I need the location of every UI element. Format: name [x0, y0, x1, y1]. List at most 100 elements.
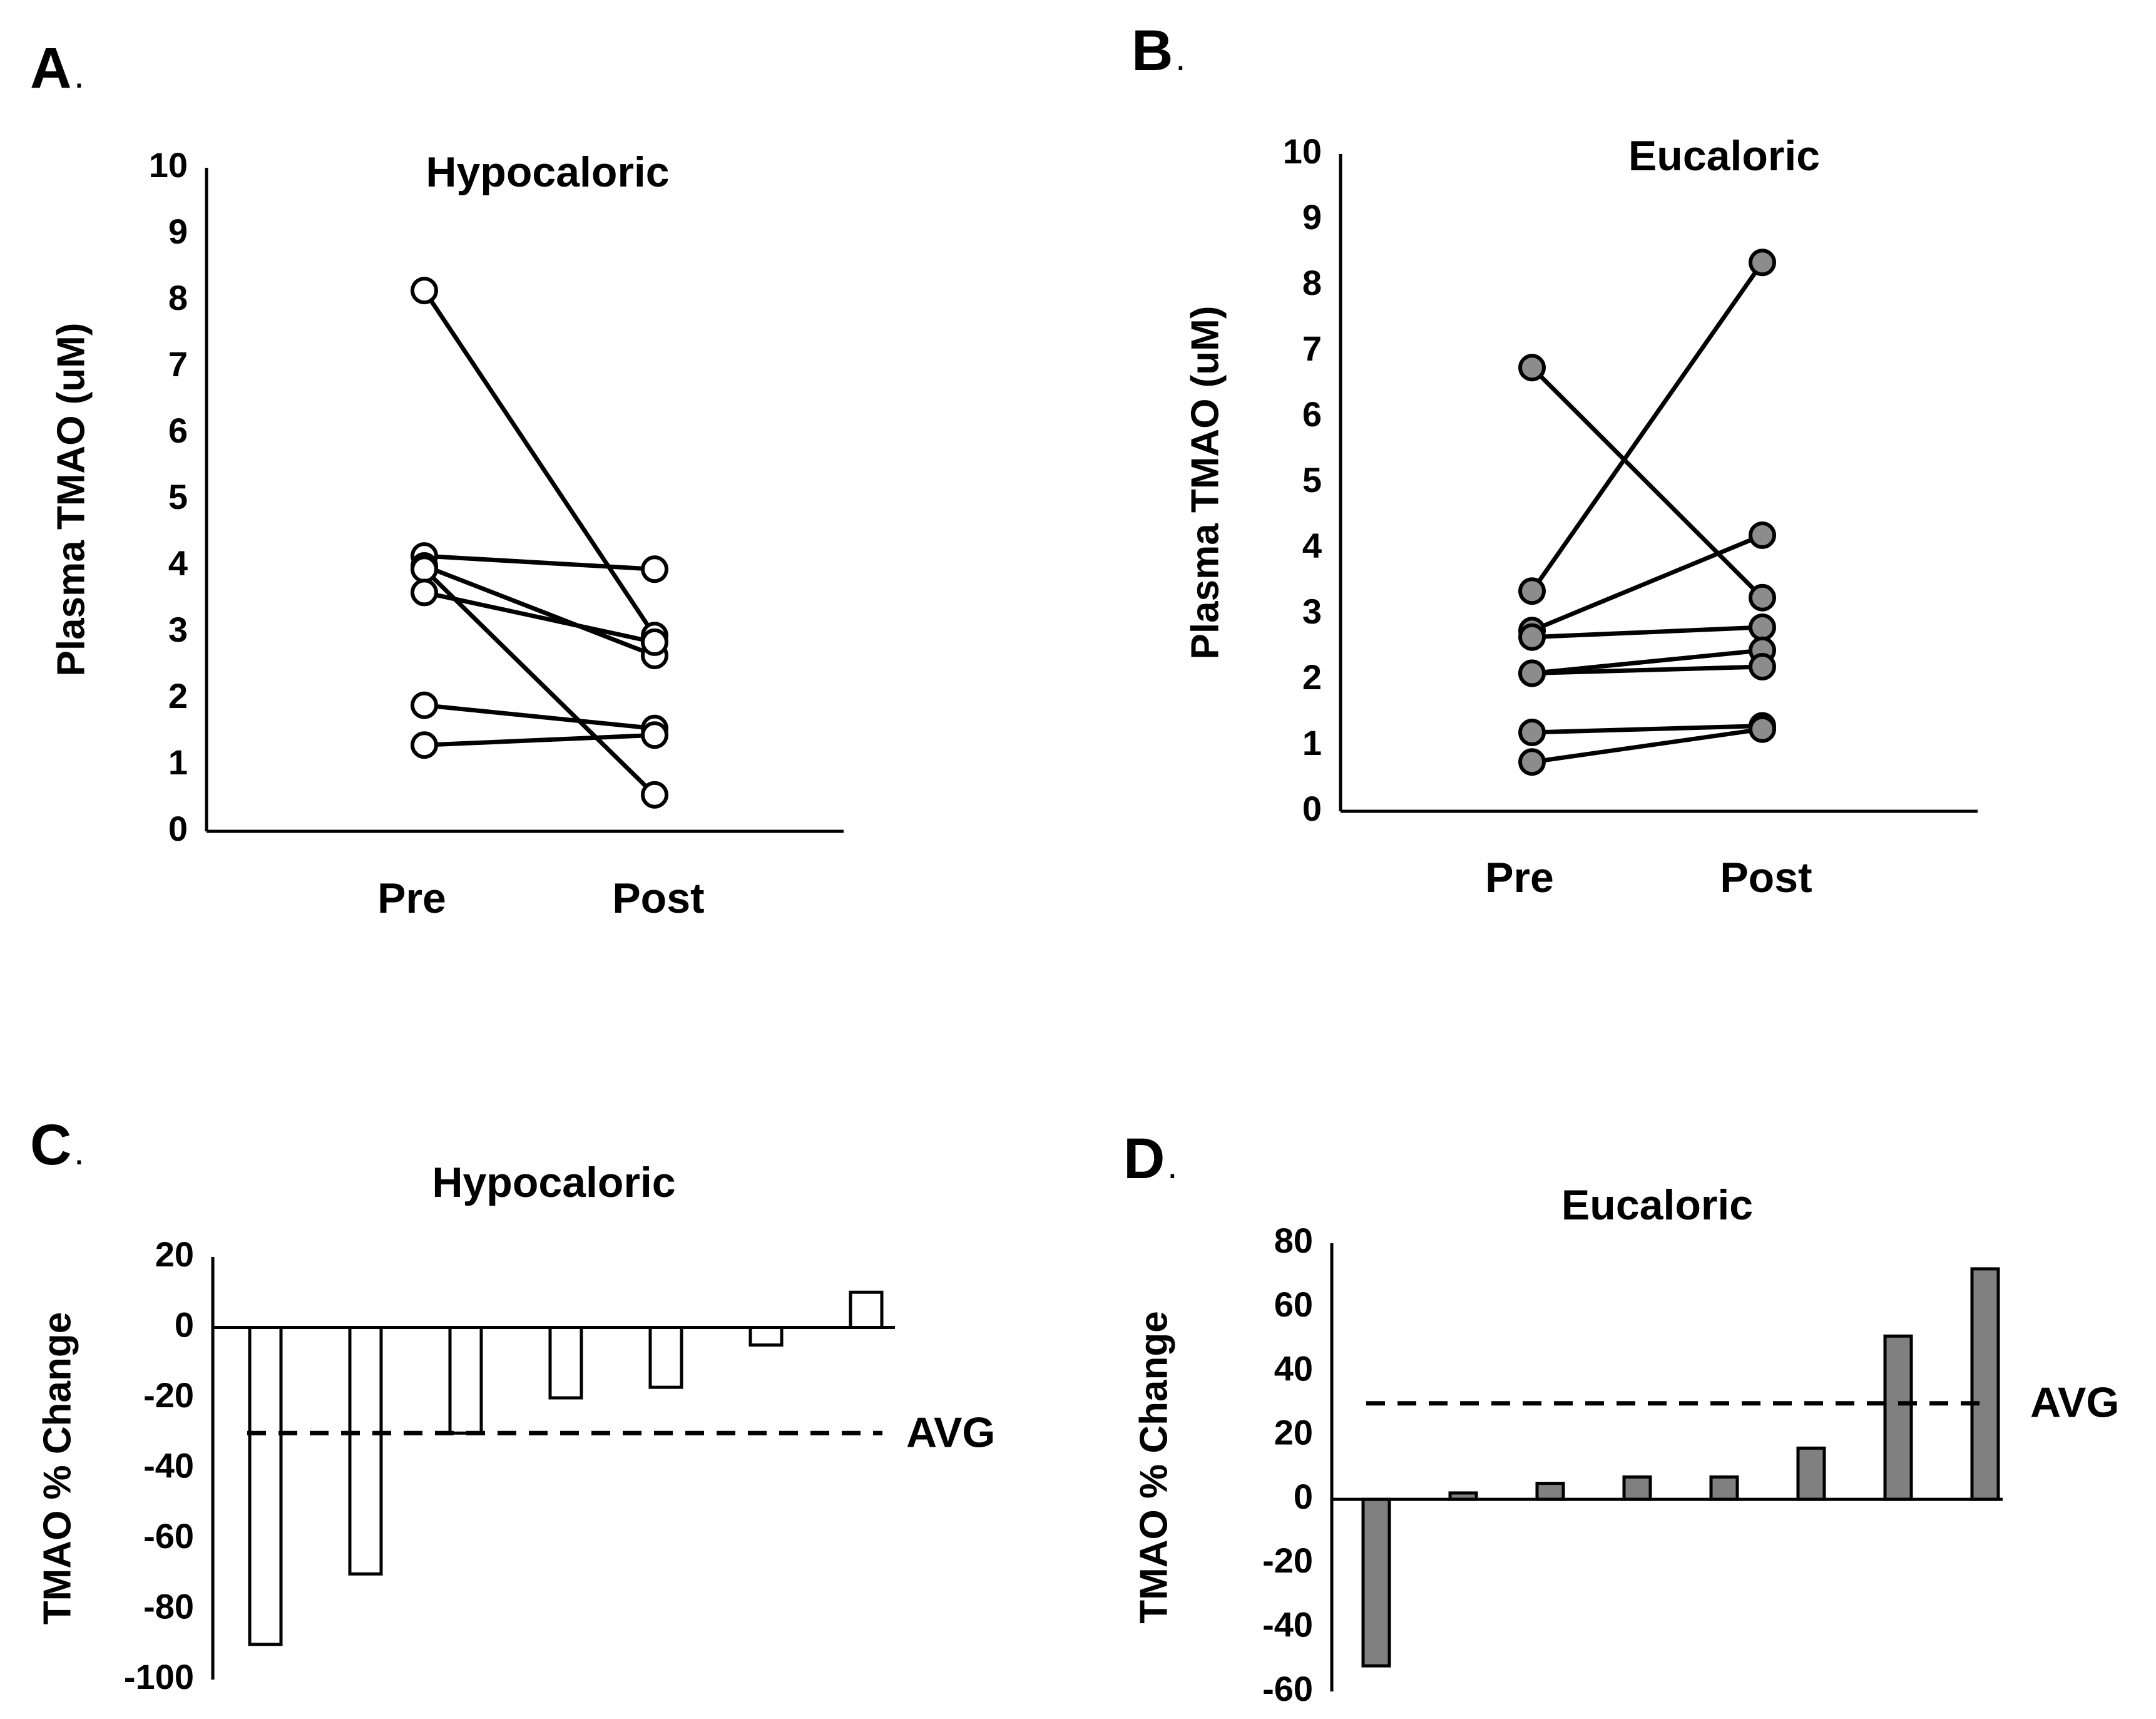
panel-letter-dot: .	[74, 1131, 84, 1173]
series-line	[1531, 724, 1763, 735]
panel-a: A . Hypocaloric Plasma TMAO (uM) 0 1 2 3 4 5 6 7 8 9 1…	[30, 36, 844, 922]
panel-letter: C	[30, 1113, 71, 1177]
panel-letter-dot: .	[1175, 36, 1186, 78]
series-line	[424, 703, 655, 731]
pre-marker	[411, 731, 438, 759]
series-line	[424, 732, 655, 747]
y-tick-label: 20	[1274, 1413, 1313, 1452]
pre-marker	[411, 691, 438, 719]
series-line	[1531, 533, 1764, 633]
y-tick-label: 40	[1274, 1348, 1313, 1388]
average-label: AVG	[2030, 1379, 2119, 1427]
y-tick-label: 2	[1302, 657, 1322, 697]
bar	[748, 1326, 784, 1347]
bar	[1709, 1475, 1739, 1501]
y-tick-label: -20	[1262, 1541, 1313, 1580]
series-line	[422, 567, 657, 797]
pre-marker	[1518, 623, 1546, 651]
panel-letter: A	[30, 36, 71, 100]
bar	[1622, 1475, 1652, 1501]
bar	[1970, 1267, 2000, 1501]
x-category-label: Post	[612, 875, 704, 922]
y-tick-label: 7	[1302, 329, 1322, 368]
chart-title: Eucaloric	[1561, 1181, 1753, 1229]
post-marker	[641, 721, 668, 749]
bar	[1361, 1497, 1391, 1668]
y-tick-label: 10	[1283, 131, 1322, 171]
panel-letter-dot: .	[1167, 1144, 1178, 1186]
y-tick-label: -80	[143, 1586, 194, 1626]
x-category-label: Pre	[1485, 854, 1554, 901]
pre-marker	[411, 578, 438, 607]
y-tick-label: 9	[1302, 197, 1322, 237]
average-label: AVG	[906, 1409, 995, 1456]
y-axis-label: Plasma TMAO (uM)	[1183, 306, 1227, 660]
series-line	[423, 563, 656, 658]
series-line	[1530, 366, 1764, 600]
pre-marker	[1518, 659, 1546, 687]
pre-marker	[1518, 719, 1546, 746]
panel-letter: D	[1123, 1127, 1165, 1191]
bar	[248, 1326, 283, 1646]
bar	[548, 1326, 583, 1400]
chart-title: Hypocaloric	[426, 148, 669, 196]
pre-marker	[411, 277, 438, 305]
series-line	[422, 289, 657, 637]
y-tick-label: 5	[168, 477, 188, 516]
series-line	[1530, 261, 1764, 593]
y-tick-label: -60	[1262, 1669, 1313, 1708]
post-marker	[1749, 249, 1776, 277]
y-axis-label: TMAO % Change	[36, 1312, 79, 1624]
y-tick-label: -60	[143, 1516, 194, 1556]
post-marker	[1749, 521, 1776, 549]
post-marker	[641, 781, 668, 809]
y-tick-label: -100	[124, 1657, 194, 1696]
series-line	[424, 553, 655, 572]
bar	[1796, 1446, 1826, 1501]
panel-c: C . Hypocaloric TMAO % Change 20 0 -20 -40 -60 -8…	[30, 1113, 995, 1696]
y-tick-label: 2	[168, 676, 188, 716]
y-tick-label: 3	[1302, 592, 1322, 631]
post-marker	[1749, 715, 1776, 743]
y-tick-label: 80	[1274, 1221, 1313, 1260]
pre-marker	[1518, 748, 1546, 776]
series-line	[1531, 664, 1763, 675]
y-tick-label: -40	[143, 1445, 194, 1485]
y-tick-label: 1	[1302, 723, 1322, 762]
y-tick-label: -20	[143, 1375, 194, 1415]
bar	[1535, 1482, 1565, 1501]
series-line	[1531, 648, 1763, 675]
panel-letter: B	[1132, 19, 1173, 83]
post-marker	[641, 555, 668, 583]
y-tick-label: 7	[168, 344, 188, 384]
y-tick-label: 1	[168, 742, 188, 782]
panel-letter-dot: .	[74, 54, 84, 96]
bar	[648, 1326, 683, 1389]
y-tick-label: 4	[1302, 526, 1322, 565]
post-marker	[1749, 583, 1776, 612]
series-line	[424, 590, 655, 645]
y-tick-label: 3	[168, 610, 188, 649]
y-tick-label: 4	[168, 543, 188, 583]
bar	[348, 1326, 383, 1576]
y-tick-label: 0	[175, 1305, 194, 1344]
y-axis-label: Plasma TMAO (uM)	[49, 323, 93, 677]
y-tick-label: 6	[168, 411, 188, 450]
pre-marker	[411, 555, 438, 583]
bar	[849, 1290, 884, 1329]
y-tick-label: 60	[1274, 1285, 1313, 1324]
y-tick-label: 8	[1302, 263, 1322, 302]
panel-d: D . Eucaloric TMAO % Change 80 60 40 20 0 -20 -40 -…	[1123, 1127, 2119, 1708]
pre-marker	[1518, 354, 1546, 382]
chart-title: Hypocaloric	[432, 1159, 675, 1206]
chart-title: Eucaloric	[1628, 132, 1820, 180]
y-tick-label: 5	[1302, 460, 1322, 500]
y-tick-label: 20	[155, 1234, 194, 1274]
post-marker	[1749, 613, 1776, 641]
y-tick-label: 0	[1294, 1477, 1313, 1516]
bar	[1883, 1334, 1913, 1501]
series-line	[1531, 625, 1763, 640]
y-tick-label: 0	[168, 809, 188, 848]
